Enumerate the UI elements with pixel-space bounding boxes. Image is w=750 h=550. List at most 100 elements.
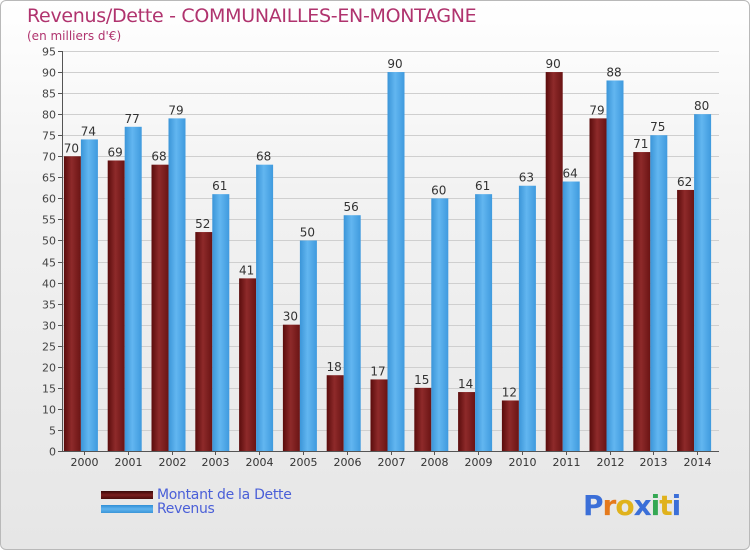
bar-dette (414, 387, 432, 451)
bar-revenus (475, 194, 493, 451)
legend-swatch-dette (101, 491, 153, 499)
legend-label-dette: Montant de la Dette (157, 487, 292, 503)
legend-swatch-revenus (101, 505, 153, 513)
bar-revenus (387, 72, 405, 451)
data-label-dette: 71 (633, 137, 648, 151)
chart-subtitle: (en milliers d'€) (27, 29, 122, 43)
chart-title: Revenus/Dette - COMMUNAILLES-EN-MONTAGNE (27, 5, 477, 27)
y-tick-label: 60 (42, 193, 56, 206)
data-label-dette: 79 (589, 103, 604, 117)
x-tick-label: 2012 (597, 456, 625, 469)
y-tick-label: 95 (42, 46, 56, 59)
data-label-revenus: 80 (694, 99, 709, 113)
bar-revenus (212, 194, 230, 451)
y-tick-label: 10 (42, 404, 56, 417)
bar-dette (107, 160, 125, 451)
logo-letter: r (602, 489, 617, 522)
logo-letter: i (671, 489, 682, 522)
legend-label-revenus: Revenus (157, 501, 215, 517)
y-tick-label: 25 (42, 341, 56, 354)
data-label-dette: 70 (64, 141, 79, 155)
y-tick-label: 15 (42, 383, 56, 396)
data-label-dette: 30 (283, 310, 298, 324)
y-tick-label: 35 (42, 299, 56, 312)
bar-dette (326, 375, 344, 451)
bar-dette (501, 400, 519, 451)
bar-dette (151, 164, 169, 451)
bar-revenus (431, 198, 449, 451)
bar-revenus (606, 80, 624, 451)
x-tick-label: 2002 (159, 456, 187, 469)
bar-revenus (80, 139, 98, 451)
data-label-revenus: 63 (519, 171, 534, 185)
data-label-dette: 14 (458, 377, 473, 391)
data-label-dette: 68 (151, 150, 166, 164)
data-label-revenus: 56 (344, 200, 359, 214)
bar-dette (282, 324, 300, 451)
data-label-revenus: 68 (256, 150, 271, 164)
bar-dette (677, 189, 695, 451)
data-label-revenus: 64 (563, 167, 578, 181)
data-label-dette: 62 (677, 175, 692, 189)
data-label-revenus: 75 (650, 120, 665, 134)
data-label-dette: 17 (370, 364, 385, 378)
bar-revenus (343, 215, 361, 451)
y-tick-label: 0 (49, 446, 56, 459)
proxiti-logo: Proxiti (583, 489, 682, 522)
x-tick-label: 2014 (684, 456, 712, 469)
bar-revenus (168, 118, 186, 452)
y-tick-label: 75 (42, 130, 56, 143)
x-tick-label: 2004 (246, 456, 274, 469)
x-tick-label: 2008 (421, 456, 449, 469)
y-tick-label: 40 (42, 278, 56, 291)
logo-letter: o (615, 489, 634, 522)
y-tick-label: 65 (42, 172, 56, 185)
y-tick-label: 30 (42, 320, 56, 333)
data-label-dette: 18 (327, 360, 342, 374)
y-tick-label: 70 (42, 151, 56, 164)
y-tick-label: 45 (42, 257, 56, 270)
bar-dette (239, 278, 257, 451)
x-tick-label: 2010 (509, 456, 537, 469)
y-tick-label: 85 (42, 88, 56, 101)
bar-revenus (299, 240, 317, 451)
x-tick-label: 2000 (71, 456, 99, 469)
y-tick-label: 90 (42, 67, 56, 80)
y-tick-label: 80 (42, 109, 56, 122)
data-label-dette: 90 (546, 57, 561, 71)
data-label-revenus: 50 (300, 225, 315, 239)
bar-revenus (562, 181, 580, 452)
y-tick-label: 5 (49, 425, 56, 438)
x-tick-label: 2007 (378, 456, 406, 469)
x-tick-label: 2011 (553, 456, 581, 469)
bar-revenus (518, 185, 536, 451)
y-tick-label: 55 (42, 214, 56, 227)
data-label-revenus: 61 (212, 179, 227, 193)
logo-letter: P (583, 489, 604, 522)
bar-dette (370, 379, 388, 451)
data-label-dette: 69 (108, 145, 123, 159)
data-label-revenus: 61 (475, 179, 490, 193)
x-tick-label: 2003 (202, 456, 230, 469)
data-label-revenus: 90 (387, 57, 402, 71)
data-label-dette: 12 (502, 385, 517, 399)
data-label-revenus: 74 (81, 124, 96, 138)
x-tick-label: 2001 (115, 456, 143, 469)
data-label-revenus: 77 (125, 112, 140, 126)
y-tick-label: 50 (42, 235, 56, 248)
bar-dette (63, 156, 81, 451)
data-label-dette: 15 (414, 373, 429, 387)
bar-dette (195, 232, 213, 451)
bar-revenus (650, 135, 668, 452)
bar-dette (633, 152, 651, 452)
logo-letter: t (659, 489, 672, 522)
data-label-dette: 52 (195, 217, 210, 231)
bar-dette (458, 392, 476, 451)
logo-letter: i (650, 489, 661, 522)
bar-revenus (256, 164, 274, 451)
x-tick-label: 2013 (640, 456, 668, 469)
bar-dette (545, 72, 563, 451)
bar-revenus (694, 114, 712, 451)
